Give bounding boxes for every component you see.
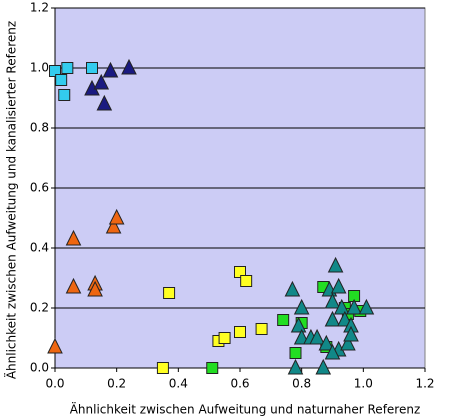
- triangle-point: [47, 337, 63, 354]
- square-point: [206, 362, 219, 374]
- x-tick-label: 0.2: [107, 377, 126, 391]
- triangle-point: [324, 292, 341, 309]
- x-tick-label: 0.8: [292, 377, 311, 391]
- square-point: [61, 62, 74, 74]
- square-point: [86, 62, 98, 74]
- triangle-point: [340, 334, 356, 351]
- triangle-point: [96, 94, 113, 111]
- y-tick-label: 0.2: [30, 301, 49, 315]
- triangle-point: [284, 280, 301, 297]
- triangle-point: [287, 358, 304, 375]
- square-point: [58, 89, 71, 101]
- x-tick-label: 1.0: [354, 377, 373, 391]
- square-point: [255, 323, 268, 335]
- square-point: [55, 74, 68, 86]
- y-axis-title: Ähnlichkeit zwischen Aufweitung und kana…: [4, 21, 19, 379]
- square-point: [234, 326, 246, 338]
- square-point: [277, 314, 290, 326]
- x-tick-label: 0.4: [169, 377, 188, 391]
- square-point: [163, 287, 176, 299]
- y-tick-label: 0.6: [30, 181, 49, 195]
- y-tick-label: 1.0: [30, 61, 49, 75]
- triangle-point: [315, 358, 332, 375]
- triangle-point: [105, 217, 122, 234]
- square-point: [234, 266, 246, 278]
- triangle-point: [87, 280, 103, 297]
- triangle-point: [333, 298, 350, 315]
- triangle-point: [65, 277, 82, 294]
- x-tick-label: 0.0: [45, 377, 64, 391]
- y-tick-label: 0.4: [30, 241, 49, 255]
- square-point: [240, 275, 253, 287]
- triangle-point: [102, 61, 119, 78]
- triangle-point: [121, 58, 137, 75]
- square-point: [156, 362, 169, 374]
- triangle-point: [309, 328, 325, 345]
- x-axis-title: Ähnlichkeit zwischen Aufweitung und natu…: [70, 402, 421, 417]
- triangle-point: [324, 343, 341, 360]
- x-tick-label: 0.6: [230, 377, 249, 391]
- triangle-point: [324, 310, 341, 327]
- triangle-point: [65, 229, 82, 246]
- y-tick-label: 0.0: [30, 361, 49, 375]
- triangle-point: [290, 316, 307, 333]
- triangle-point: [358, 298, 375, 315]
- y-tick-label: 0.8: [30, 121, 49, 135]
- triangle-point: [346, 298, 362, 315]
- square-point: [49, 65, 61, 77]
- triangle-point: [318, 334, 335, 351]
- triangle-point: [93, 73, 110, 90]
- square-point: [218, 332, 231, 344]
- triangle-point: [343, 325, 359, 342]
- triangle-point: [293, 298, 310, 315]
- x-tick-label: 1.2: [415, 377, 434, 391]
- triangle-point: [327, 256, 344, 273]
- y-tick-label: 1.2: [30, 1, 49, 15]
- triangle-point: [330, 277, 347, 294]
- square-point: [289, 347, 302, 359]
- triangle-point: [108, 208, 125, 225]
